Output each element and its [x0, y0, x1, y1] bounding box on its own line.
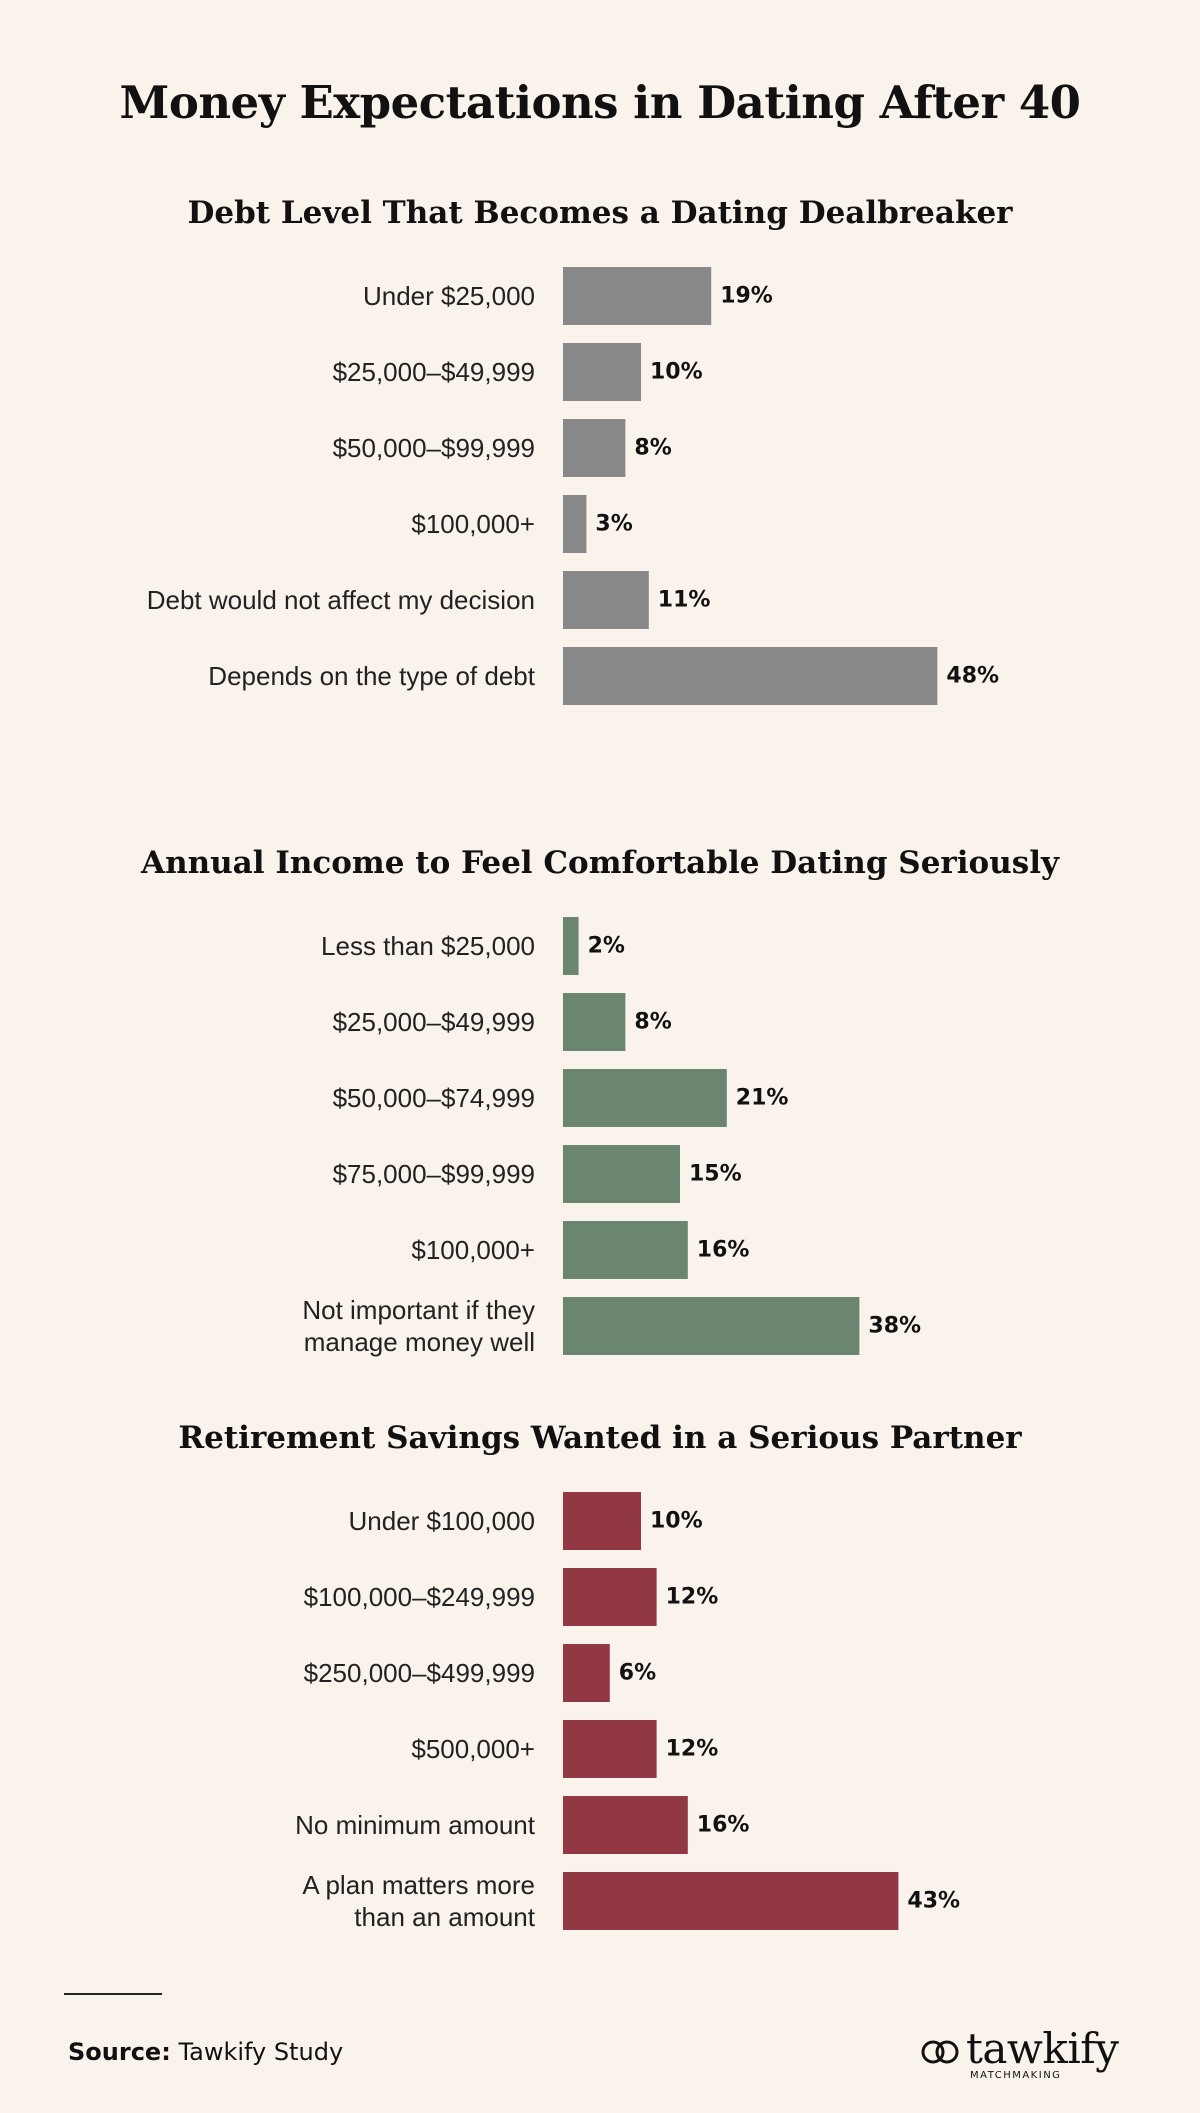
- chart-title-income: Annual Income to Feel Comfortable Dating…: [141, 845, 1059, 881]
- value-label-0: 19%: [720, 284, 773, 309]
- chart-debt-dealbreaker: Debt Level That Becomes a Dating Dealbre…: [0, 195, 1200, 735]
- page-title: Money Expectations in Dating After 40: [119, 76, 1081, 129]
- chart-title-retirement: Retirement Savings Wanted in a Serious P…: [178, 1420, 1022, 1456]
- value-label-5: 38%: [868, 1314, 921, 1339]
- bar-4: [563, 1796, 688, 1854]
- source-label: Source:: [68, 2038, 171, 2066]
- bar-0: [563, 1492, 641, 1550]
- interlocking-rings-icon: [921, 2040, 959, 2064]
- bar-3: [563, 495, 587, 553]
- bar-4: [563, 1221, 688, 1279]
- category-label-2: $50,000–$74,999: [333, 1083, 535, 1113]
- category-label-2: $50,000–$99,999: [333, 433, 535, 463]
- value-label-2: 6%: [619, 1661, 656, 1686]
- value-label-0: 2%: [588, 934, 625, 959]
- bar-5: [563, 1297, 860, 1355]
- category-label-1: $100,000–$249,999: [304, 1582, 535, 1612]
- value-label-5: 43%: [907, 1889, 960, 1914]
- category-label-1: $25,000–$49,999: [333, 1007, 535, 1037]
- category-label-4: No minimum amount: [295, 1810, 536, 1840]
- bar-2: [563, 1644, 610, 1702]
- bar-1: [563, 993, 626, 1051]
- value-label-4: 16%: [697, 1813, 750, 1838]
- bar-0: [563, 917, 579, 975]
- bar-3: [563, 1720, 657, 1778]
- value-label-3: 3%: [595, 512, 632, 537]
- footer-divider: [64, 1993, 162, 1995]
- bar-0: [563, 267, 712, 325]
- value-label-2: 21%: [736, 1086, 789, 1111]
- bar-1: [563, 1568, 657, 1626]
- category-label-3: $100,000+: [411, 509, 535, 539]
- bar-5: [563, 647, 938, 705]
- chart-svg-income: 2% Less than $25,000 8% $25,000–$49,999 21% $…: [302, 917, 921, 1357]
- source-note: Source: Tawkify Study: [68, 2038, 343, 2066]
- bar-2: [563, 419, 626, 477]
- chart-income-comfort: Annual Income to Feel Comfortable Dating…: [0, 845, 1200, 1385]
- value-label-4: 16%: [697, 1238, 750, 1263]
- value-label-1: 8%: [634, 1010, 671, 1035]
- chart-svg-retirement: 10% Under $100,000 12% $100,000–$249,999 6% $…: [295, 1492, 960, 1932]
- tawkify-logo: tawkify MATCHMAKING: [920, 2024, 1130, 2086]
- category-label-5: Depends on the type of debt: [208, 661, 535, 691]
- category-label-5: Not important if they manage money well: [302, 1295, 535, 1357]
- value-label-5: 48%: [946, 664, 999, 689]
- value-label-3: 12%: [666, 1737, 719, 1762]
- category-label-4: $100,000+: [411, 1235, 535, 1265]
- chart-retirement-savings: Retirement Savings Wanted in a Serious P…: [0, 1420, 1200, 1960]
- bar-4: [563, 571, 649, 629]
- category-label-2: $250,000–$499,999: [304, 1658, 535, 1688]
- category-label-0: Under $25,000: [363, 281, 535, 311]
- category-label-4: Debt would not affect my decision: [147, 585, 535, 615]
- category-label-5: A plan matters more than an amount: [302, 1870, 535, 1932]
- value-label-3: 15%: [689, 1162, 742, 1187]
- category-label-3: $500,000+: [411, 1734, 535, 1764]
- value-label-2: 8%: [634, 436, 671, 461]
- chart-title-debt: Debt Level That Becomes a Dating Dealbre…: [187, 195, 1013, 231]
- category-label-1: $25,000–$49,999: [333, 357, 535, 387]
- chart-svg-debt: 19% Under $25,000 10% $25,000–$49,999 8% $50,…: [147, 267, 999, 705]
- bar-2: [563, 1069, 727, 1127]
- logo-tagline: MATCHMAKING: [970, 2070, 1062, 2081]
- value-label-1: 10%: [650, 360, 703, 385]
- bar-5: [563, 1872, 899, 1930]
- value-label-1: 12%: [666, 1585, 719, 1610]
- source-text: Tawkify Study: [178, 2038, 344, 2066]
- value-label-0: 10%: [650, 1509, 703, 1534]
- category-label-0: Under $100,000: [349, 1506, 535, 1536]
- category-label-0: Less than $25,000: [321, 931, 535, 961]
- value-label-4: 11%: [658, 588, 711, 613]
- bar-3: [563, 1145, 680, 1203]
- logo-wordmark: tawkify: [966, 2024, 1119, 2073]
- bar-1: [563, 343, 641, 401]
- category-label-3: $75,000–$99,999: [333, 1159, 535, 1189]
